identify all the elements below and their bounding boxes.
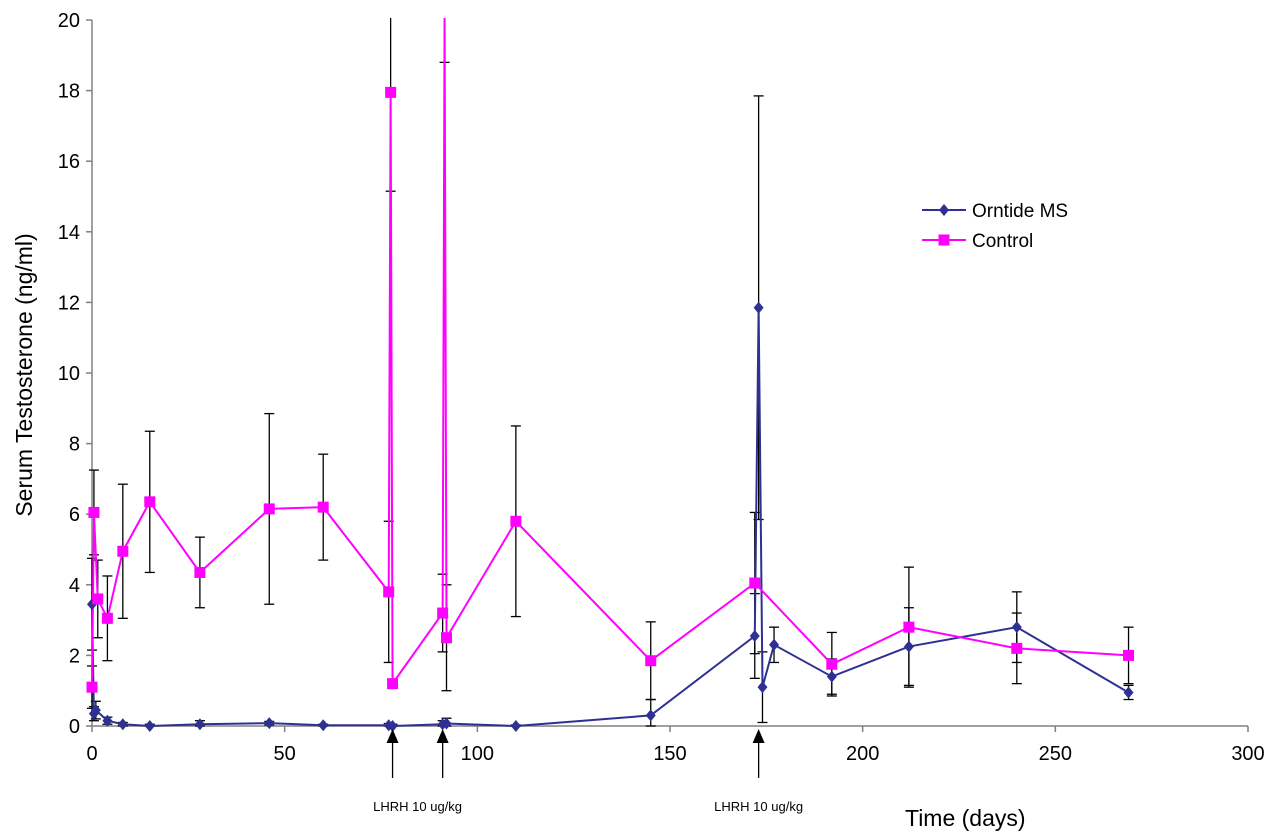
data-point-orntide <box>769 638 780 651</box>
data-point-control <box>749 577 761 589</box>
y-tick-label: 4 <box>69 575 80 597</box>
data-point-control <box>144 496 156 508</box>
data-point-control <box>92 593 104 605</box>
data-point-orntide <box>264 717 275 730</box>
y-axis-title: Serum Testosterone (ng/ml) <box>11 233 37 516</box>
data-point-control <box>385 86 397 98</box>
arrow-head <box>436 729 449 743</box>
data-point-control <box>1123 649 1135 661</box>
data-point-control <box>101 612 113 624</box>
data-point-control <box>88 506 100 518</box>
y-tick-label: 8 <box>69 434 80 456</box>
x-tick-label: 200 <box>846 743 879 765</box>
y-tick-label: 6 <box>69 504 80 526</box>
data-point-control <box>317 501 329 513</box>
lhrh-annotation-label: LHRH 10 ug/kg <box>714 799 803 814</box>
data-point-orntide <box>90 704 101 717</box>
series-line-0 <box>91 307 1130 728</box>
data-point-control <box>117 545 129 557</box>
data-point-control <box>387 678 399 690</box>
data-point-orntide <box>753 301 764 314</box>
data-point-control <box>645 655 657 667</box>
x-tick-label: 150 <box>653 743 686 765</box>
y-tick-label: 12 <box>58 292 80 314</box>
y-tick-label: 0 <box>69 716 80 738</box>
x-tick-label: 300 <box>1231 743 1264 765</box>
data-point-orntide <box>117 718 128 731</box>
series-line-1 <box>91 17 1129 688</box>
x-tick-label: 0 <box>86 743 97 765</box>
legend-marker-square <box>938 234 950 246</box>
legend-label: Orntide MS <box>972 201 1068 222</box>
data-point-control <box>1011 642 1023 654</box>
data-point-control <box>263 503 275 515</box>
series-markers <box>86 86 1135 732</box>
arrow-head <box>752 729 765 743</box>
data-point-control <box>441 632 453 644</box>
data-point-orntide <box>387 720 398 732</box>
legend-marker-diamond <box>939 204 949 216</box>
x-tick-label: 250 <box>1039 743 1072 765</box>
data-point-orntide <box>441 717 452 730</box>
data-point-orntide <box>749 629 760 642</box>
data-point-orntide <box>645 709 656 722</box>
data-point-orntide <box>144 720 155 732</box>
data-point-control <box>903 621 915 633</box>
arrow-head <box>386 729 399 743</box>
data-point-orntide <box>318 719 329 732</box>
data-point-control <box>383 586 395 598</box>
x-axis-title: Time (days) <box>905 805 1026 831</box>
y-tick-label: 16 <box>58 151 80 173</box>
data-point-orntide <box>194 718 205 731</box>
series-lines <box>91 17 1130 728</box>
data-point-control <box>826 658 838 670</box>
data-point-control <box>510 515 522 527</box>
y-tick-label: 20 <box>58 10 80 32</box>
legend: Orntide MS Control <box>922 201 1068 252</box>
x-tick-label: 100 <box>461 743 494 765</box>
y-tick-label: 18 <box>58 81 80 103</box>
data-point-orntide <box>903 640 914 653</box>
data-point-control <box>437 607 449 619</box>
data-point-control <box>194 566 206 578</box>
lhrh-annotation-label: LHRH 10 ug/kg <box>373 799 462 814</box>
y-tick-label: 14 <box>58 222 80 244</box>
data-point-orntide <box>757 681 768 694</box>
data-point-orntide <box>102 714 113 727</box>
y-tick-label: 2 <box>69 645 80 667</box>
y-tick-label: 10 <box>58 363 80 385</box>
data-point-control <box>86 681 98 693</box>
data-point-orntide <box>1011 621 1022 634</box>
legend-label: Control <box>972 231 1033 252</box>
data-point-orntide <box>1123 686 1134 699</box>
annotations: LHRH 10 ug/kg LHRH 10 ug/kg <box>373 729 803 814</box>
data-point-orntide <box>510 720 521 732</box>
x-tick-label: 50 <box>274 743 296 765</box>
data-point-orntide <box>826 670 837 683</box>
